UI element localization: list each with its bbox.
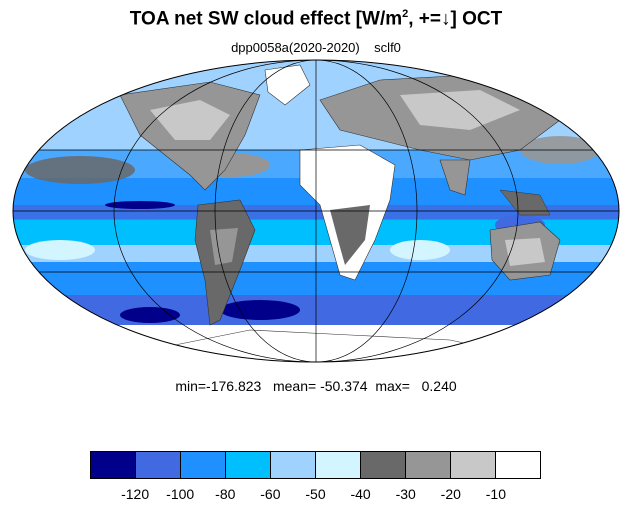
colorbar-box bbox=[316, 452, 361, 478]
mollweide-map bbox=[12, 59, 620, 363]
colorbar-box bbox=[226, 452, 271, 478]
stats-line: min=-176.823 mean= -50.374 max= 0.240 bbox=[175, 378, 457, 394]
colorbar-label: -120 bbox=[121, 486, 150, 502]
colorbar-label: -20 bbox=[440, 486, 461, 502]
colorbar-label: -100 bbox=[166, 486, 195, 502]
colorbar-box bbox=[406, 452, 451, 478]
colorbar-box bbox=[451, 452, 496, 478]
map-subtitle: dpp0058a(2020-2020) sclf0 bbox=[231, 40, 401, 55]
colorbar-label: -10 bbox=[485, 486, 507, 502]
colorbar-box bbox=[496, 452, 540, 478]
colorbar-label: -50 bbox=[305, 486, 326, 502]
colorbar bbox=[90, 451, 541, 479]
colorbar-label: -40 bbox=[350, 486, 371, 502]
colorbar-box bbox=[271, 452, 316, 478]
map-title: TOA net SW cloud effect [W/m2, +=↓] OCT bbox=[129, 8, 503, 30]
colorbar-box bbox=[361, 452, 406, 478]
colorbar-label: -80 bbox=[215, 486, 236, 502]
colorbar-label: -60 bbox=[260, 486, 281, 502]
colorbar-box bbox=[136, 452, 181, 478]
colorbar-box bbox=[91, 452, 136, 478]
colorbar-label: -30 bbox=[395, 486, 416, 502]
colorbar-box bbox=[181, 452, 226, 478]
